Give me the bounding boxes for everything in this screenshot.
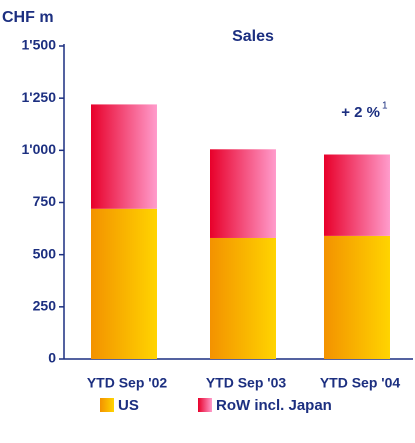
legend-swatch bbox=[100, 398, 114, 412]
y-tick-label: 0 bbox=[48, 350, 56, 366]
x-tick-label: YTD Sep '02 bbox=[87, 375, 168, 391]
bar-segment bbox=[210, 149, 276, 238]
x-tick-label: YTD Sep '04 bbox=[320, 375, 401, 391]
annotation: + 2 % bbox=[341, 104, 380, 121]
annotation-superscript: 1 bbox=[382, 101, 388, 112]
bar-segment bbox=[210, 237, 276, 359]
legend-swatch bbox=[198, 398, 212, 412]
bar-segment bbox=[91, 104, 157, 209]
y-tick-label: 1'000 bbox=[22, 141, 57, 157]
chart-title: Sales bbox=[232, 28, 274, 45]
x-tick-label: YTD Sep '03 bbox=[206, 375, 287, 391]
bar-segment bbox=[324, 235, 390, 359]
legend-label: RoW incl. Japan bbox=[216, 397, 332, 414]
y-tick-label: 250 bbox=[33, 298, 57, 314]
bar-segment bbox=[324, 154, 390, 236]
y-axis-label: CHF m bbox=[2, 9, 54, 26]
legend-label: US bbox=[118, 397, 139, 414]
y-tick-label: 1'500 bbox=[22, 37, 57, 53]
bar-segment bbox=[91, 208, 157, 359]
y-tick-label: 1'250 bbox=[22, 89, 57, 105]
y-tick-label: 500 bbox=[33, 245, 57, 261]
y-tick-label: 750 bbox=[33, 193, 57, 209]
